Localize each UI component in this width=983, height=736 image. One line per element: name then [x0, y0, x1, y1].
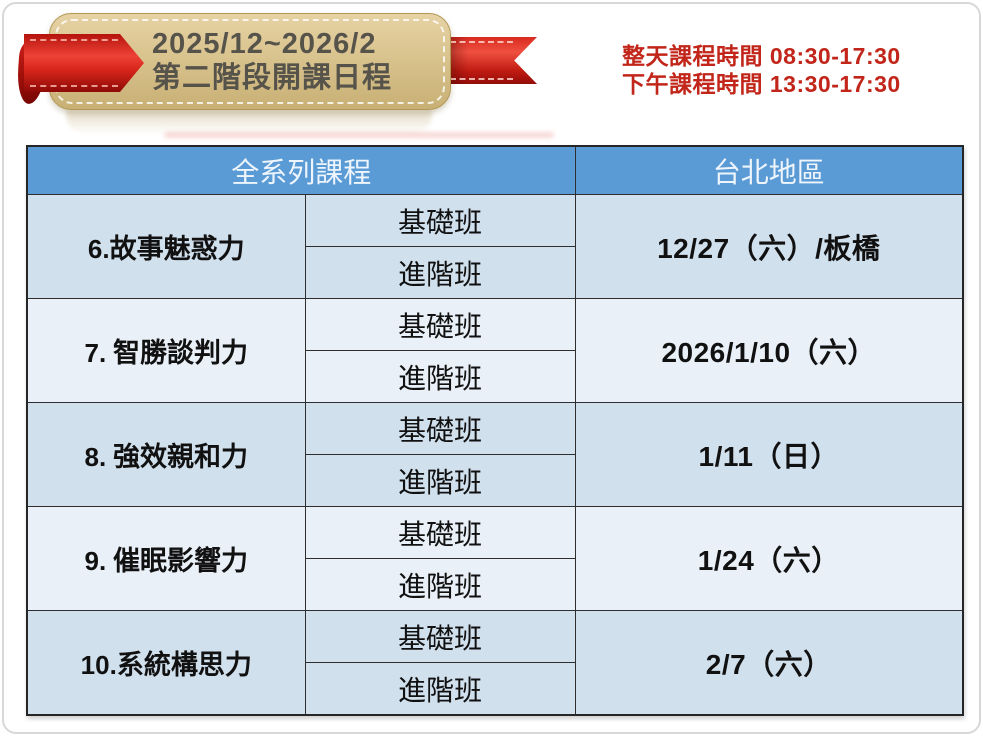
course-number: 6.: [87, 234, 110, 264]
class-level-advanced: 進階班: [304, 246, 576, 299]
course-name-cell: 10.系統構思力: [26, 610, 306, 716]
course-name: 催眠影響力: [106, 546, 248, 576]
table-header-row: 全系列課程 台北地區: [26, 145, 964, 195]
ribbon-reflection: [164, 132, 554, 138]
table-row: 進階班: [27, 558, 963, 611]
course-name-cell: 7. 智勝談判力: [26, 298, 306, 403]
full-day-time: 整天課程時間 08:30-17:30: [622, 43, 901, 69]
class-level-basic: 基礎班: [304, 402, 576, 455]
banner-reflection: [66, 110, 432, 134]
table-row: 7. 智勝談判力 基礎班 2026/1/10（六）: [26, 298, 964, 403]
class-level-basic: 基礎班: [304, 610, 576, 663]
course-number: 9.: [84, 546, 107, 576]
course-number: 7.: [84, 338, 107, 368]
course-schedule-table: 全系列課程 台北地區 6.故事魅惑力 基礎班 12/27（六）/板橋 進階班 7…: [26, 145, 965, 716]
table-row: 8. 強效親和力 基礎班 1/11（日）: [26, 402, 964, 507]
header-course-series: 全系列課程: [26, 145, 576, 195]
class-level-advanced: 進階班: [304, 454, 576, 507]
course-name: 系統構思力: [116, 650, 252, 680]
table-row: 10.系統構思力 基礎班 2/7（六）: [26, 610, 964, 716]
header-region: 台北地區: [574, 145, 964, 195]
course-date-cell: 12/27（六）/板橋: [574, 194, 964, 299]
afternoon-time: 下午課程時間 13:30-17:30: [622, 71, 901, 97]
table-row: 進階班: [27, 246, 963, 299]
banner-title: 2025/12~2026/2 第二階段開課日程: [152, 27, 392, 95]
table-row: 進階班: [27, 350, 963, 403]
course-number: 10.: [80, 650, 117, 680]
course-date-cell: 1/11（日）: [574, 402, 964, 507]
course-date-cell: 1/24（六）: [574, 506, 964, 611]
banner-subtitle: 第二階段開課日程: [152, 62, 393, 94]
course-name: 智勝談判力: [106, 338, 248, 368]
table-row: 6.故事魅惑力 基礎班 12/27（六）/板橋: [26, 194, 964, 299]
course-name-cell: 6.故事魅惑力: [26, 194, 306, 299]
banner-date-range: 2025/12~2026/2: [152, 28, 377, 60]
table-row: 9. 催眠影響力 基礎班 1/24（六）: [26, 506, 964, 611]
course-name: 強效親和力: [106, 442, 248, 472]
class-level-basic: 基礎班: [304, 298, 576, 351]
table-row: 進階班: [27, 454, 963, 507]
course-name: 故事魅惑力: [109, 234, 245, 264]
class-level-advanced: 進階班: [304, 558, 576, 611]
class-level-advanced: 進階班: [304, 662, 576, 716]
class-level-advanced: 進階班: [304, 350, 576, 403]
course-number: 8.: [84, 442, 107, 472]
course-date-cell: 2026/1/10（六）: [574, 298, 964, 403]
table-row: 進階班: [27, 662, 963, 716]
course-name-cell: 8. 強效親和力: [26, 402, 306, 507]
course-name-cell: 9. 催眠影響力: [26, 506, 306, 611]
class-level-basic: 基礎班: [304, 194, 576, 247]
ribbon-left-icon: [24, 34, 144, 92]
title-banner: 2025/12~2026/2 第二階段開課日程: [49, 13, 451, 110]
class-level-basic: 基礎班: [304, 506, 576, 559]
course-date-cell: 2/7（六）: [574, 610, 964, 716]
course-times: 整天課程時間 08:30-17:30 下午課程時間 13:30-17:30: [622, 42, 901, 98]
ribbon-right-icon: [442, 37, 537, 84]
